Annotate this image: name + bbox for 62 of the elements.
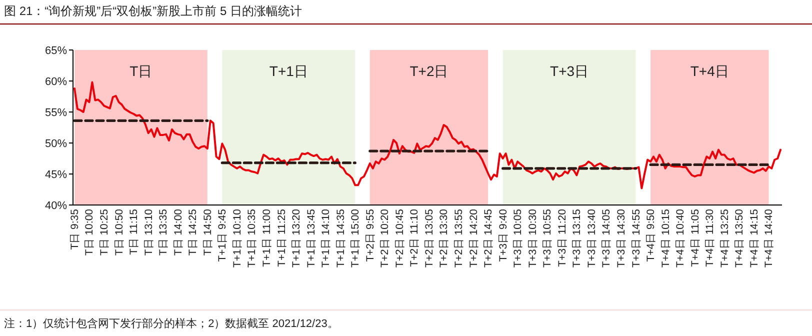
x-tick-label: T+3日 9:40: [497, 208, 510, 262]
x-tick-label: T+1日 11:00: [261, 208, 273, 267]
x-tick-label: T+2日 10:45: [394, 208, 406, 268]
x-tick-label: T+4日 14:40: [763, 208, 776, 268]
band-label: T+1日: [269, 63, 308, 79]
line-series: [73, 81, 782, 190]
x-tick-label: T日 14:00: [172, 208, 184, 256]
x-tick-label: T+3日 13:40: [586, 208, 598, 268]
x-tick-label: T+4日 13:50: [734, 208, 746, 268]
x-tick-label: T+3日 14:05: [600, 208, 613, 268]
x-tick-label: T+3日 10:30: [526, 208, 539, 268]
x-tick-label: T+1日 11:25: [276, 208, 288, 267]
x-tick-label: T日 14:25: [187, 208, 200, 256]
x-tick-label: T+3日 14:30: [616, 208, 628, 268]
x-tick-label: T日 11:15: [128, 208, 140, 255]
x-tick-label: T+4日 10:15: [660, 208, 672, 268]
x-tick-label: T日 14:50: [202, 208, 214, 256]
x-tick-label: T+2日 11:10: [408, 208, 421, 267]
band-label: T+3日: [550, 63, 589, 79]
x-tick-label: T+1日 13:20: [290, 208, 303, 268]
y-tick-label: 45%: [44, 169, 68, 181]
x-tick-label: T日 10:50: [113, 208, 126, 256]
x-tick-label: T+3日 13:15: [571, 208, 584, 268]
x-tick-label: T日 13:35: [158, 208, 170, 256]
x-tick-label: T+1日 14:10: [320, 208, 332, 268]
x-tick-label: T+1日 10:10: [231, 208, 244, 268]
band-label: T+4日: [690, 63, 729, 79]
x-tick-label: T+4日 10:40: [674, 208, 687, 268]
y-tick-label: 50%: [44, 138, 68, 150]
y-tick-label: 40%: [44, 200, 68, 212]
x-tick-label: T日 10:00: [84, 208, 96, 256]
x-tick-label: T+3日 10:05: [512, 208, 524, 268]
x-tick-label: T+1日 9:45: [216, 208, 229, 262]
x-tick-label: T+2日 13:05: [423, 208, 436, 268]
band-label: T+2日: [410, 63, 448, 79]
x-tick-label: T+1日 10:35: [246, 208, 258, 268]
x-tick-label: T日 9:35: [68, 208, 81, 250]
x-tick-label: T+3日 10:55: [542, 208, 554, 268]
x-tick-label: T+4日 13:25: [718, 208, 731, 268]
x-tick-label: T日 10:25: [98, 208, 111, 256]
x-tick-label: T+4日 14:15: [748, 208, 760, 268]
x-tick-label: T日 13:10: [142, 208, 155, 256]
x-tick-label: T+4日 11:30: [704, 208, 716, 267]
x-tick-label: T+4日 11:05: [689, 208, 702, 267]
x-tick-label: T+1日 13:45: [305, 208, 318, 268]
chart-title: 图 21：“询价新规”后“双创板”新股上市前 5 日的涨幅统计: [4, 4, 302, 18]
x-tick-label: T+2日 9:55: [364, 208, 376, 262]
x-tick-label: T+2日 14:20: [468, 208, 480, 268]
x-tick-label: T+1日 14:35: [334, 208, 347, 268]
band-label: T日: [130, 63, 152, 79]
x-tick-label: T+4日 9:50: [645, 208, 658, 262]
x-tick-label: T+2日 10:20: [379, 208, 392, 268]
x-tick-label: T+3日 14:55: [630, 208, 642, 268]
x-tick-label: T+2日 13:30: [438, 208, 450, 268]
x-tick-label: T+1日 15:00: [350, 208, 362, 268]
x-tick-label: T+3日 11:20: [556, 208, 568, 267]
x-tick-label: T+2日 14:45: [482, 208, 495, 268]
y-tick-label: 60%: [44, 76, 68, 88]
y-tick-label: 55%: [44, 107, 68, 119]
y-tick-label: 65%: [44, 45, 68, 57]
x-tick-label: T+2日 13:55: [453, 208, 466, 268]
text: 注：1）仅统计包含网下发行部分的样本；2）数据截至 2021/12/23。: [4, 317, 338, 330]
